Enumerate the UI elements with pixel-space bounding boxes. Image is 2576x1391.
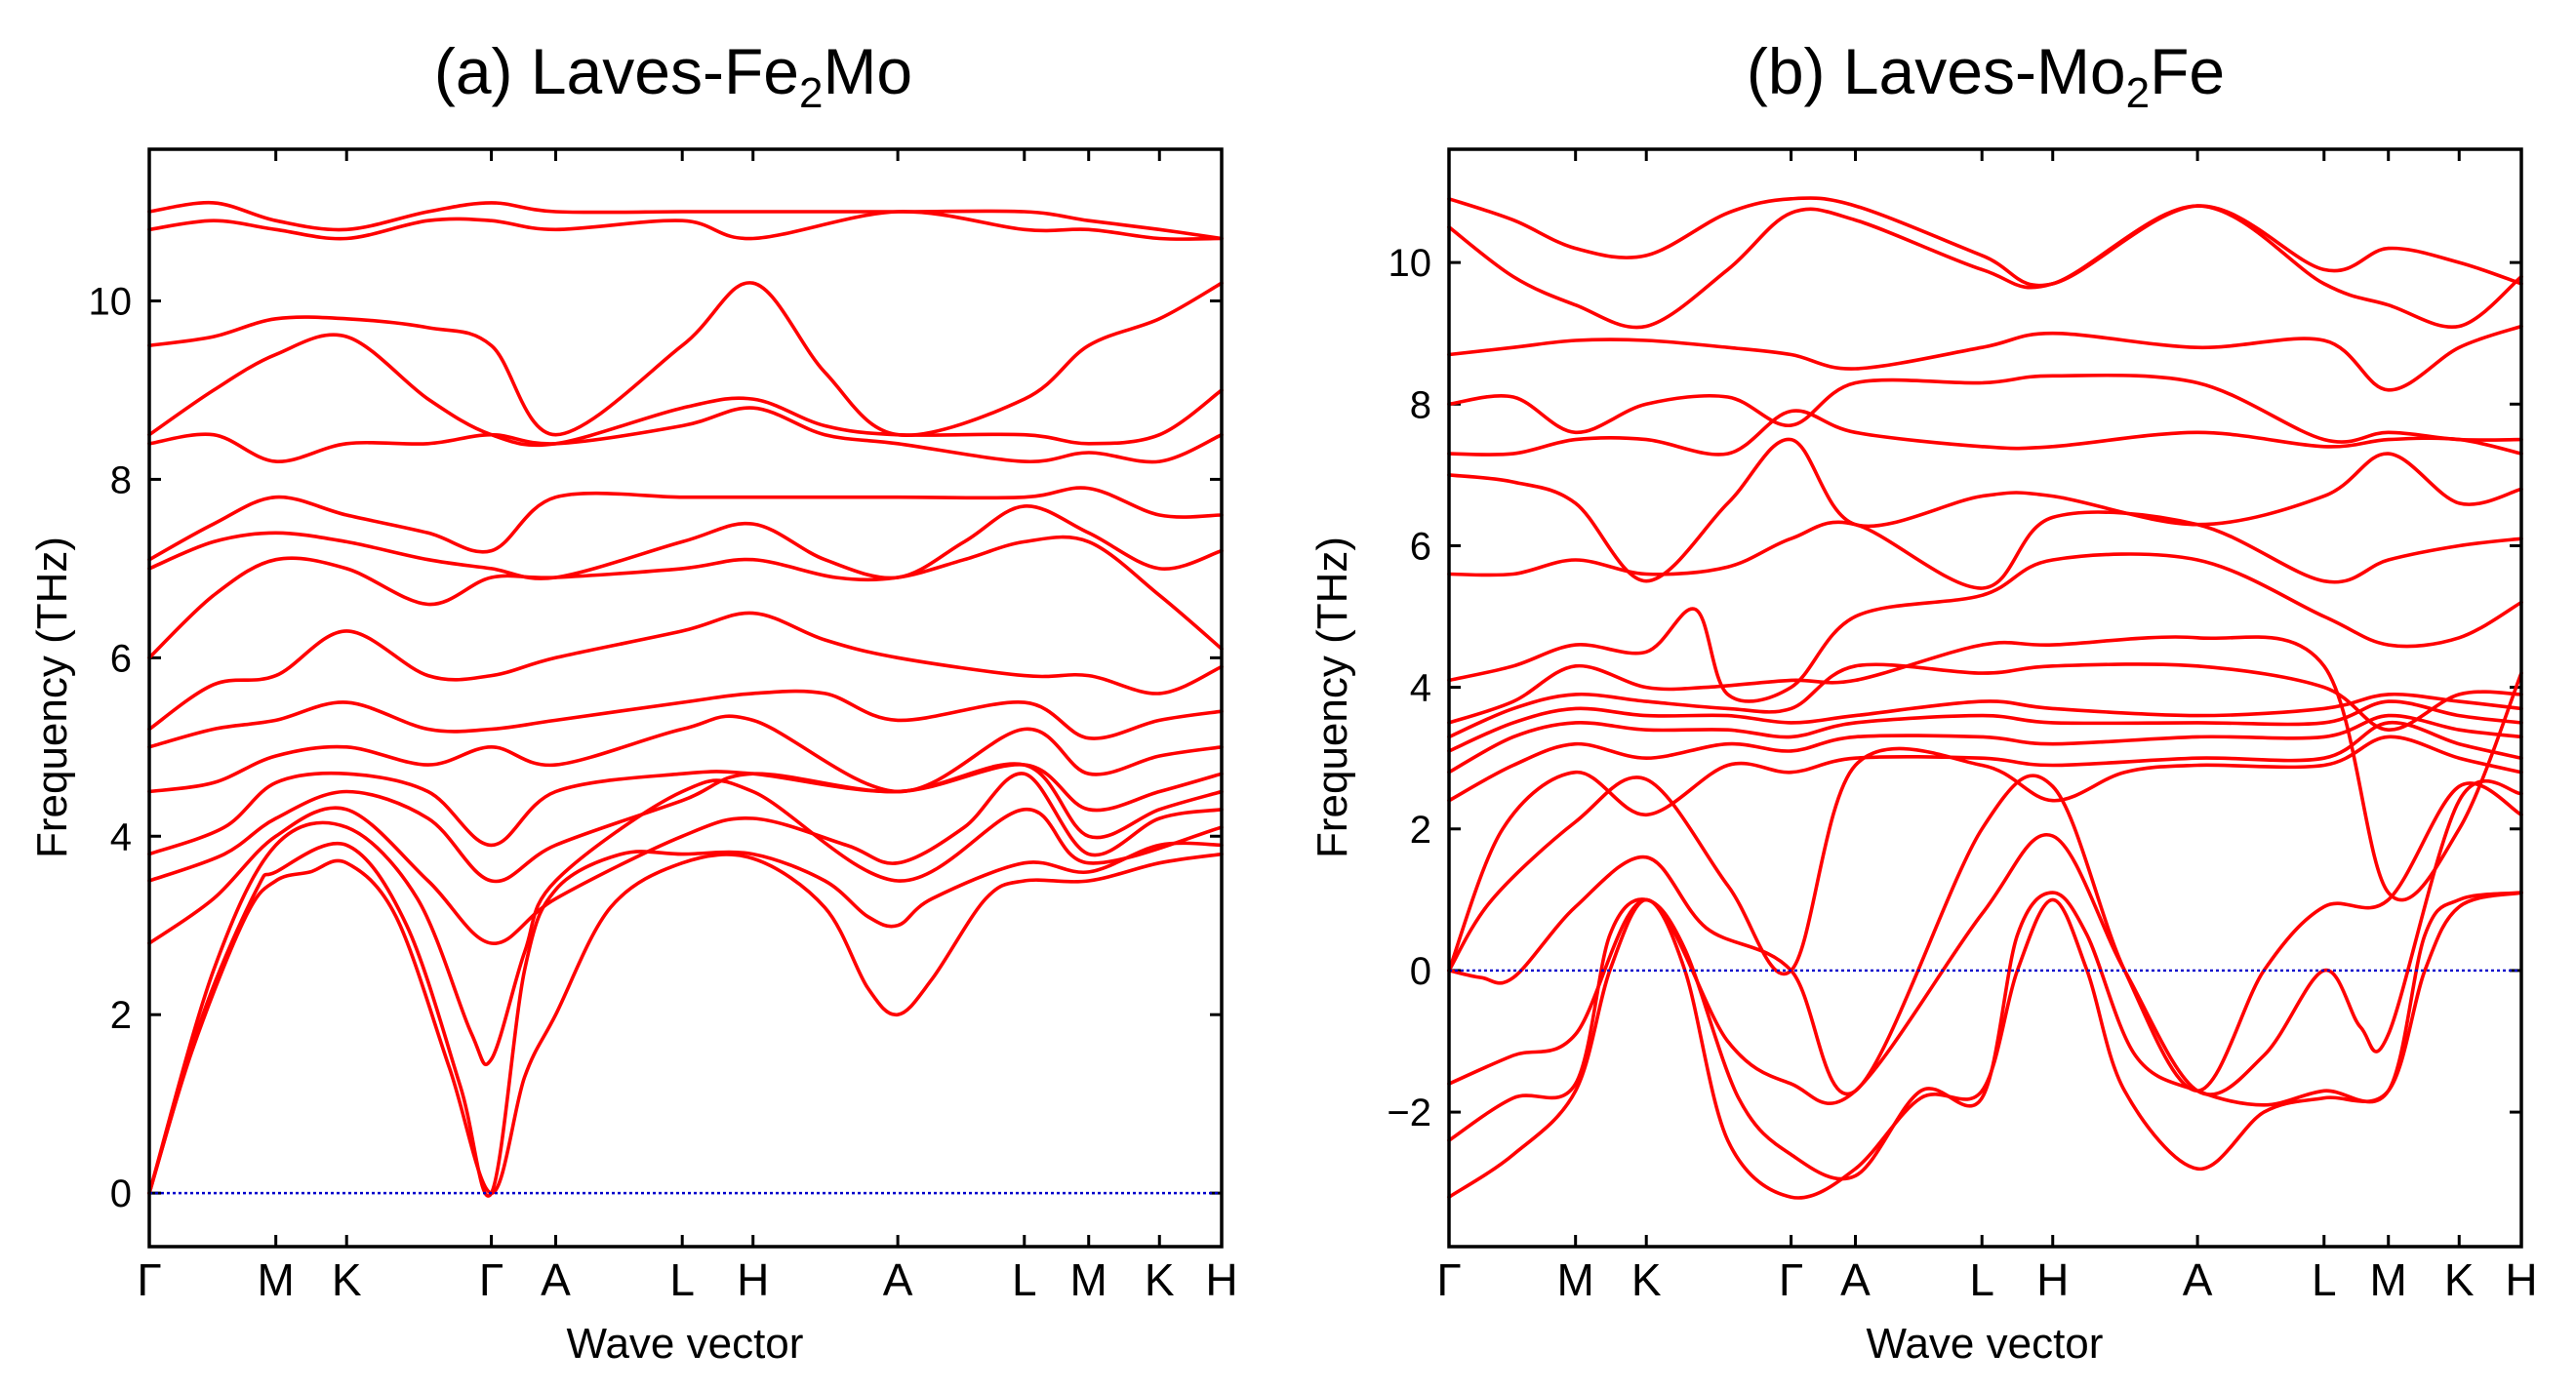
phonon-band-16 xyxy=(147,210,1224,241)
y-tick-label: 8 xyxy=(1410,383,1431,426)
kpoint-label: M xyxy=(2370,1254,2407,1305)
phonon-band-17 xyxy=(1447,324,2523,392)
phonon-band-12 xyxy=(1447,552,2523,703)
y-tick-label: 2 xyxy=(1410,809,1431,852)
kpoint-label: L xyxy=(669,1254,695,1305)
kpoint-label: L xyxy=(2312,1254,2337,1305)
y-tick-label: 6 xyxy=(110,637,132,680)
phonon-band-14 xyxy=(147,333,1224,448)
phonon-band-7 xyxy=(147,714,1224,794)
phonon-band-1 xyxy=(1447,891,2523,1200)
phonon-band-2 xyxy=(147,841,1224,1198)
phonon-band-10 xyxy=(1447,662,2523,739)
kpoint-label: H xyxy=(2036,1254,2069,1305)
kpoint-label: Γ xyxy=(1779,1254,1803,1305)
y-tick-label: 4 xyxy=(1410,667,1431,710)
y-tick-label: 2 xyxy=(110,994,132,1037)
y-tick-label: 8 xyxy=(110,458,132,501)
panel-a-frame xyxy=(147,147,1224,1249)
phonon-band-6 xyxy=(147,763,1224,856)
kpoint-label: K xyxy=(1145,1254,1175,1305)
kpoint-label: K xyxy=(1631,1254,1662,1305)
kpoint-label: Γ xyxy=(137,1254,161,1305)
phonon-band-17 xyxy=(147,200,1224,241)
y-tick-label: −2 xyxy=(1387,1092,1431,1134)
phonon-band-1 xyxy=(147,852,1224,1195)
phonon-band-4 xyxy=(1447,774,2523,1096)
phonon-band-3 xyxy=(147,778,1224,1195)
phonon-band-2 xyxy=(1447,891,2523,1181)
phonon-band-8 xyxy=(147,689,1224,749)
phonon-band-19 xyxy=(1447,196,2523,288)
panel-b-x-axis-label: Wave vector xyxy=(1867,1320,2104,1368)
phonon-band-13 xyxy=(1447,510,2523,590)
phonon-band-9 xyxy=(147,611,1224,732)
panel-b-title: (b) Laves-Mo2Fe xyxy=(1747,35,2225,117)
kpoint-label: M xyxy=(1557,1254,1594,1305)
phonon-band-10 xyxy=(147,535,1224,660)
y-tick-label: 10 xyxy=(89,280,133,323)
kpoint-label: L xyxy=(1969,1254,1994,1305)
kpoint-label: A xyxy=(883,1254,913,1305)
phonon-band-15 xyxy=(147,281,1224,438)
kpoint-label: A xyxy=(541,1254,571,1305)
y-tick-label: 0 xyxy=(110,1172,132,1215)
phonon-band-5 xyxy=(1447,735,2523,975)
panel-a-title: (a) Laves-Fe2Mo xyxy=(434,35,912,117)
phonon-band-4 xyxy=(147,772,1224,945)
kpoint-label: H xyxy=(737,1254,769,1305)
kpoint-label: H xyxy=(1205,1254,1237,1305)
kpoint-label: H xyxy=(2505,1254,2537,1305)
phonon-band-14 xyxy=(1447,437,2523,583)
phonon-band-12 xyxy=(147,486,1224,562)
phonon-band-8 xyxy=(1447,699,2523,775)
y-tick-label: 6 xyxy=(1410,525,1431,568)
panel-b-bands xyxy=(1447,196,2523,1200)
phonon-band-6 xyxy=(1447,721,2523,973)
phonon-band-3 xyxy=(1447,778,2523,1105)
panel-b-frame xyxy=(1447,147,2523,1249)
kpoint-label: Γ xyxy=(479,1254,503,1305)
panel-a-x-axis-label: Wave vector xyxy=(567,1320,804,1368)
phonon-band-11 xyxy=(147,504,1224,580)
y-tick-label: 10 xyxy=(1389,242,1432,285)
kpoint-label: A xyxy=(2183,1254,2213,1305)
phonon-band-5 xyxy=(147,762,1224,884)
kpoint-label: M xyxy=(258,1254,295,1305)
phonon-band-13 xyxy=(147,406,1224,464)
kpoint-label: M xyxy=(1070,1254,1107,1305)
phonon-band-9 xyxy=(1447,692,2523,753)
kpoint-label: K xyxy=(2444,1254,2475,1305)
y-tick-label: 0 xyxy=(1410,950,1431,993)
phonon-band-11 xyxy=(1447,635,2523,902)
panel-a-bands xyxy=(147,200,1224,1198)
kpoint-label: Γ xyxy=(1436,1254,1461,1305)
phonon-band-15 xyxy=(1447,409,2523,457)
kpoint-label: A xyxy=(1840,1254,1871,1305)
phonon-band-18 xyxy=(1447,204,2523,330)
kpoint-label: K xyxy=(332,1254,362,1305)
phonon-band-16 xyxy=(1447,373,2523,444)
panel-b-y-axis-label: Frequency (THz) xyxy=(1308,537,1356,858)
y-tick-label: 4 xyxy=(110,815,132,858)
kpoint-label: L xyxy=(1012,1254,1037,1305)
panel-a-y-axis-label: Frequency (THz) xyxy=(28,537,76,858)
